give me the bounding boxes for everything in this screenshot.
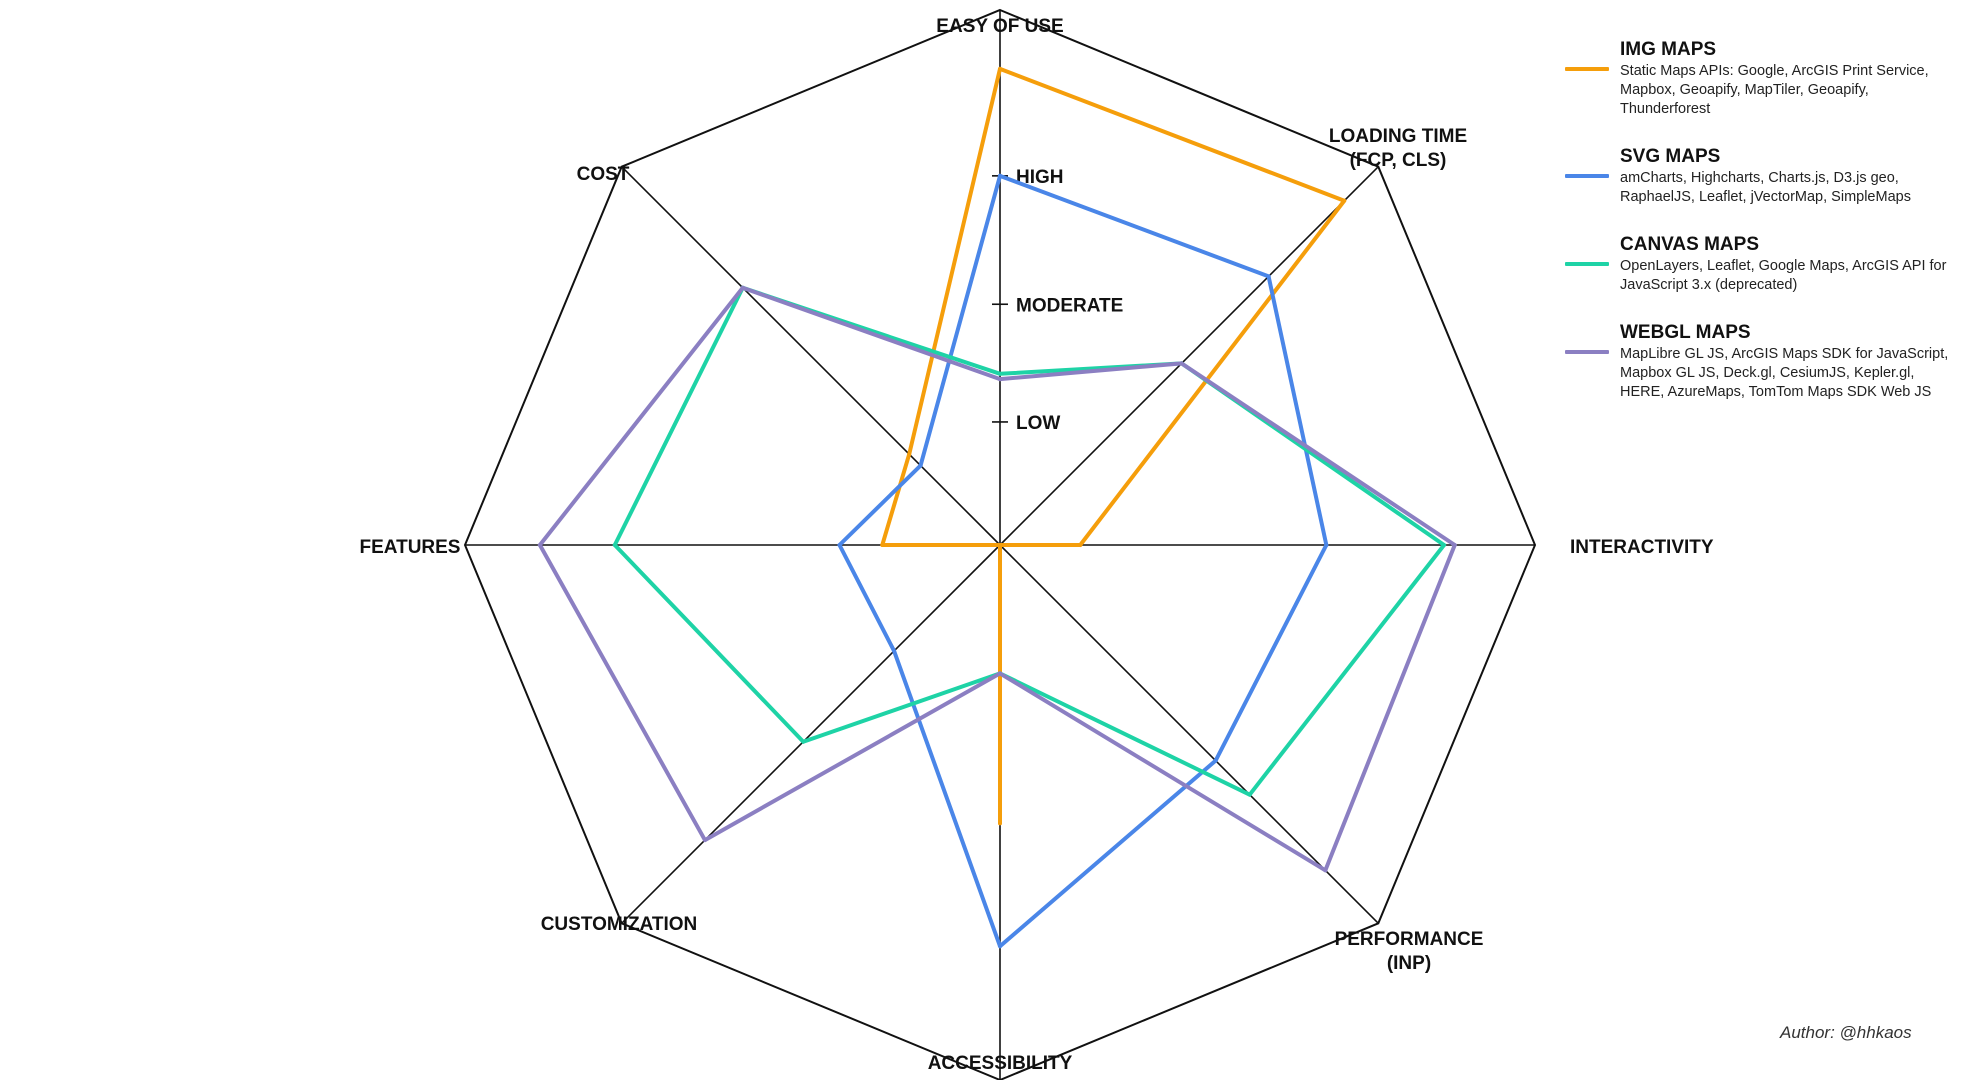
legend-swatch xyxy=(1565,350,1609,354)
legend-title: SVG MAPS xyxy=(1620,146,1721,167)
legend-entry: CANVAS MAPS OpenLayers, Leaflet, Google M… xyxy=(1565,233,1955,295)
series-segment xyxy=(892,648,1002,949)
legend-description: Static Maps APIs: Google, ArcGIS Print S… xyxy=(1620,63,1929,117)
axis-label: EASY OF USE xyxy=(936,16,1063,37)
series-segment xyxy=(1323,543,1457,873)
series-segment xyxy=(998,671,1252,797)
level-ticks: LOW MODERATE HIGH xyxy=(992,167,1123,434)
series-segment xyxy=(837,463,923,547)
legend-title: WEBGL MAPS xyxy=(1620,322,1751,343)
legend-entry: WEBGL MAPS MapLibre GL JS, ArcGIS Maps SD… xyxy=(1565,321,1955,402)
series-segment xyxy=(740,285,1002,382)
radar-spoke xyxy=(621,166,1001,546)
legend-swatch xyxy=(1565,262,1609,266)
radar-outline xyxy=(463,8,1537,1080)
series-segment xyxy=(1179,361,1457,547)
legend-title: IMG MAPS xyxy=(1620,39,1717,60)
series-segment xyxy=(537,543,707,843)
series-segment xyxy=(880,452,912,547)
axis-label: COST xyxy=(577,164,630,185)
legend-entry: SVG MAPS amCharts, Highcharts, Charts.js,… xyxy=(1565,145,1955,207)
legend: IMG MAPS Static Maps APIs: Google, ArcGIS… xyxy=(1565,38,1955,428)
legend-description: amCharts, Highcharts, Charts.js, D3.js g… xyxy=(1620,170,1911,205)
series-segment xyxy=(702,671,1002,843)
axis-label: CUSTOMIZATION xyxy=(541,914,698,935)
axis-label: INTERACTIVITY xyxy=(1570,537,1714,558)
legend-title: CANVAS MAPS xyxy=(1620,234,1759,255)
series-segment xyxy=(998,173,1271,279)
series-segment xyxy=(1247,543,1447,797)
series-webgl-maps xyxy=(537,285,1457,873)
legend-description: MapLibre GL JS, ArcGIS Maps SDK for Java… xyxy=(1620,346,1949,400)
level-label: LOW xyxy=(1016,413,1060,434)
level-label: HIGH xyxy=(1016,167,1064,188)
series-segment xyxy=(1213,543,1329,763)
series-segment xyxy=(1078,198,1347,547)
series-segment xyxy=(1266,274,1329,547)
level-label: MODERATE xyxy=(1016,295,1123,316)
series-segment xyxy=(612,543,806,744)
author-credit: Author: @hhkaos xyxy=(1780,1023,1912,1042)
axis-labels: EASY OF USE LOADING TIME (FCP, CLS) INTERAC… xyxy=(360,16,1714,1074)
series-svg-maps xyxy=(837,173,1329,949)
series-segment xyxy=(801,671,1002,744)
series-segment xyxy=(998,361,1184,382)
series-canvas-maps xyxy=(612,285,1447,797)
series-segment xyxy=(998,66,1347,203)
series-segment xyxy=(537,285,745,547)
series-img-maps xyxy=(880,66,1347,826)
radar-spoke xyxy=(999,166,1379,546)
legend-swatch xyxy=(1565,174,1609,178)
legend-entry: IMG MAPS Static Maps APIs: Google, ArcGIS… xyxy=(1565,38,1955,119)
series-segment xyxy=(918,173,1002,468)
series-segment xyxy=(907,66,1002,457)
series-segment xyxy=(998,671,1328,873)
axis-label: FEATURES xyxy=(360,537,461,558)
series-segment xyxy=(837,543,897,653)
axis-label: ACCESSIBILITY xyxy=(928,1053,1073,1074)
series-segment xyxy=(998,758,1218,949)
legend-swatch xyxy=(1565,67,1609,71)
series-segment xyxy=(612,285,745,547)
radar-spoke xyxy=(999,544,1379,924)
axis-label: LOADING TIME (FCP, CLS) xyxy=(1329,126,1467,171)
axis-label: PERFORMANCE (INP) xyxy=(1335,929,1484,974)
legend-description: OpenLayers, Leaflet, Google Maps, ArcGIS… xyxy=(1620,258,1947,293)
radar-spoke xyxy=(621,544,1001,924)
series-layer xyxy=(537,66,1457,949)
